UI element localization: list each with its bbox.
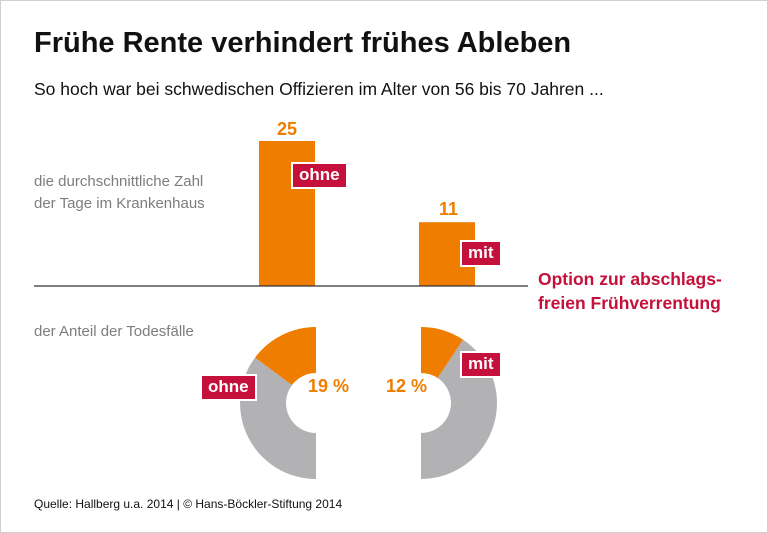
source-note: Quelle: Hallberg u.a. 2014 | © Hans-Böck…: [34, 497, 343, 511]
legend-line1: Option zur abschlags-: [538, 269, 722, 289]
legend-line2: freien Frühverrentung: [538, 293, 721, 313]
bar-tag-mit: mit: [460, 240, 502, 267]
donut-section-label: der Anteil der Todesfälle: [34, 323, 194, 340]
donut-slice-mit: [421, 327, 464, 379]
bar-tag-ohne: ohne: [291, 162, 348, 189]
chart-subtitle: So hoch war bei schwedischen Offizieren …: [34, 79, 604, 99]
donut-value-label-mit: 12 %: [386, 376, 428, 396]
donut-rest-ohne: [239, 357, 316, 479]
bar-value-label-mit: 11: [439, 199, 459, 219]
bar-label-line2: der Tage im Krankenhaus: [34, 195, 205, 212]
donut-slice-ohne: [255, 327, 316, 386]
donut-tag-ohne: ohne: [200, 374, 257, 401]
bar-value-label-ohne: 25: [277, 119, 298, 139]
chart-title: Frühe Rente verhindert frühes Ableben: [34, 27, 572, 59]
donut-tag-mit: mit: [460, 351, 502, 378]
bar-section-label: die durchschnittliche Zahl der Tage im K…: [34, 171, 205, 215]
legend-option-label: Option zur abschlags- freien Frühverrent…: [538, 267, 722, 315]
bar-label-line1: die durchschnittliche Zahl: [34, 173, 204, 190]
donut-value-label-ohne: 19 %: [308, 376, 350, 396]
